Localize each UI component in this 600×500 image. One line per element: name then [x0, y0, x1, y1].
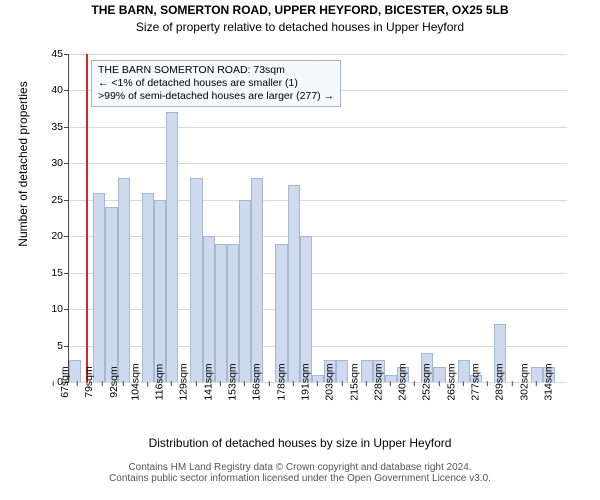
- y-tick-label: 20: [51, 230, 69, 242]
- y-tick-label: 5: [57, 340, 69, 352]
- x-tick-label: 166sqm: [245, 363, 263, 400]
- x-axis-label: Distribution of detached houses by size …: [0, 436, 600, 450]
- x-tick-label: 67sqm: [53, 366, 71, 398]
- x-tick-label: 277sqm: [463, 363, 481, 400]
- x-tick-label: 289sqm: [488, 363, 506, 400]
- histogram-bar: [190, 178, 202, 382]
- histogram-bar: [275, 244, 287, 382]
- histogram-bar: [300, 236, 312, 382]
- histogram-bar: [142, 193, 154, 383]
- y-axis-label: Number of detached properties: [16, 0, 30, 328]
- y-tick-label: 45: [51, 48, 69, 60]
- x-tick-label: 178sqm: [269, 363, 287, 400]
- x-tick-label: 215sqm: [342, 363, 360, 400]
- histogram-bar: [251, 178, 263, 382]
- chart-subtitle: Size of property relative to detached ho…: [0, 20, 600, 34]
- legend-line: THE BARN SOMERTON ROAD: 73sqm: [98, 64, 334, 77]
- legend-line: ← <1% of detached houses are smaller (1): [98, 77, 334, 90]
- x-tick-label: 141sqm: [196, 363, 214, 400]
- x-tick-label: 104sqm: [123, 363, 141, 400]
- x-tick-label: 240sqm: [390, 363, 408, 400]
- y-tick-label: 40: [51, 84, 69, 96]
- x-tick-label: 191sqm: [293, 363, 311, 400]
- grid-line: [69, 54, 567, 55]
- x-tick-label: 302sqm: [512, 363, 530, 400]
- grid-line: [69, 127, 567, 128]
- plot-area: 05101520253035404567sqm79sqm92sqm104sqm1…: [68, 54, 567, 383]
- x-tick-label: 92sqm: [102, 366, 120, 398]
- x-tick-label: 314sqm: [536, 363, 554, 400]
- x-tick-label: 203sqm: [318, 363, 336, 400]
- x-tick-label: 228sqm: [366, 363, 384, 400]
- histogram-bar: [288, 185, 300, 382]
- chart-container: { "chart": { "type": "histogram", "title…: [0, 0, 600, 500]
- x-tick-label: 265sqm: [439, 363, 457, 400]
- x-tick-label: 252sqm: [415, 363, 433, 400]
- x-tick-label: 129sqm: [172, 363, 190, 400]
- histogram-bar: [239, 200, 251, 382]
- x-tick-label: 79sqm: [78, 366, 96, 398]
- legend-line: >99% of semi-detached houses are larger …: [98, 90, 334, 103]
- subject-marker-line: [86, 54, 88, 382]
- y-tick-label: 30: [51, 157, 69, 169]
- histogram-bar: [166, 112, 178, 382]
- x-tick-label: 153sqm: [220, 363, 238, 400]
- y-tick-label: 25: [51, 194, 69, 206]
- chart-title: THE BARN, SOMERTON ROAD, UPPER HEYFORD, …: [0, 3, 600, 17]
- histogram-bar: [154, 200, 166, 382]
- legend-box: THE BARN SOMERTON ROAD: 73sqm← <1% of de…: [91, 60, 341, 107]
- x-tick-label: 116sqm: [148, 364, 166, 401]
- histogram-bar: [203, 236, 215, 382]
- histogram-bar: [118, 178, 130, 382]
- y-tick-label: 35: [51, 121, 69, 133]
- histogram-bar: [105, 207, 117, 382]
- y-tick-label: 15: [51, 267, 69, 279]
- histogram-bar: [215, 244, 227, 382]
- grid-line: [69, 163, 567, 164]
- histogram-bar: [227, 244, 239, 382]
- y-tick-label: 10: [51, 303, 69, 315]
- attribution-text: Contains HM Land Registry data © Crown c…: [0, 462, 600, 484]
- histogram-bar: [93, 193, 105, 383]
